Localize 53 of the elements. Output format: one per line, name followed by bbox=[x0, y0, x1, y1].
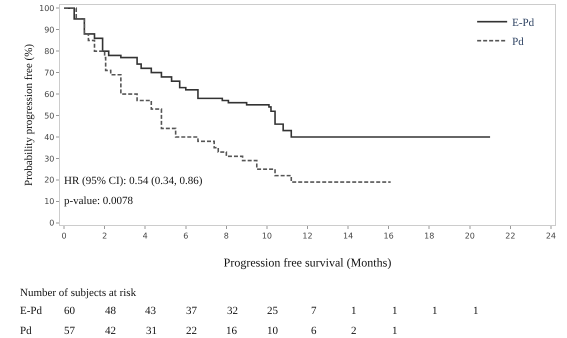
y-tick-label: 90 bbox=[44, 25, 54, 34]
text: 1 bbox=[351, 305, 356, 317]
y-tick-label: 100 bbox=[39, 4, 54, 14]
x-tick-label: 14 bbox=[342, 232, 354, 241]
text: 10 bbox=[267, 325, 278, 337]
y-tick-label: 40 bbox=[44, 132, 54, 142]
x-tick-label: 18 bbox=[424, 232, 434, 241]
y-tick-label: 30 bbox=[44, 154, 54, 164]
text: 16 bbox=[226, 325, 238, 337]
text: 48 bbox=[105, 305, 116, 317]
y-tick-label: 70 bbox=[44, 68, 54, 78]
text: 25 bbox=[267, 305, 278, 317]
text: Number of subjects at risk bbox=[20, 287, 137, 299]
y-axis-title: Probability progression free (%) bbox=[22, 44, 35, 186]
text: 57 bbox=[64, 325, 76, 337]
x-tick-label: 24 bbox=[546, 232, 556, 241]
x-tick-label: 16 bbox=[384, 232, 394, 241]
x-tick-label: 6 bbox=[183, 232, 188, 241]
text: 2 bbox=[351, 325, 356, 337]
y-tick-label: 60 bbox=[44, 90, 54, 99]
y-tick-label: 0 bbox=[49, 218, 54, 228]
x-tick-label: 20 bbox=[464, 232, 475, 241]
y-tick-label: 80 bbox=[44, 46, 54, 56]
x-tick-label: 12 bbox=[302, 232, 313, 241]
x-tick-label: 10 bbox=[262, 232, 272, 241]
text: Pd bbox=[20, 325, 32, 337]
legend-label: E-Pd bbox=[512, 16, 535, 29]
y-tick-label: 20 bbox=[44, 176, 54, 185]
text: 1 bbox=[392, 305, 398, 317]
x-tick-label: 22 bbox=[505, 232, 516, 241]
text: 37 bbox=[186, 305, 198, 317]
text: E-Pd bbox=[20, 305, 42, 317]
text: 1 bbox=[432, 305, 438, 317]
text: 60 bbox=[64, 305, 76, 317]
y-tick-label: 10 bbox=[44, 197, 54, 206]
text: 32 bbox=[227, 305, 238, 317]
legend-label: Pd bbox=[512, 36, 524, 48]
x-tick-label: 2 bbox=[102, 232, 108, 241]
text: 43 bbox=[145, 305, 156, 317]
text: 42 bbox=[105, 325, 116, 337]
text: 1 bbox=[473, 305, 478, 317]
text: 22 bbox=[186, 325, 197, 337]
x-tick-label: 0 bbox=[62, 232, 67, 241]
x-tick-label: 4 bbox=[142, 232, 148, 241]
y-tick-label: 50 bbox=[44, 111, 54, 120]
text: 7 bbox=[311, 305, 317, 317]
annotation: HR (95% CI): 0.54 (0.34, 0.86) bbox=[64, 175, 203, 187]
text: 1 bbox=[392, 325, 398, 337]
x-axis-title: Progression free survival (Months) bbox=[224, 256, 392, 270]
annotation: p-value: 0.0078 bbox=[64, 195, 134, 207]
text: 6 bbox=[311, 325, 317, 337]
text: 31 bbox=[146, 325, 157, 337]
x-tick-label: 8 bbox=[224, 232, 229, 241]
